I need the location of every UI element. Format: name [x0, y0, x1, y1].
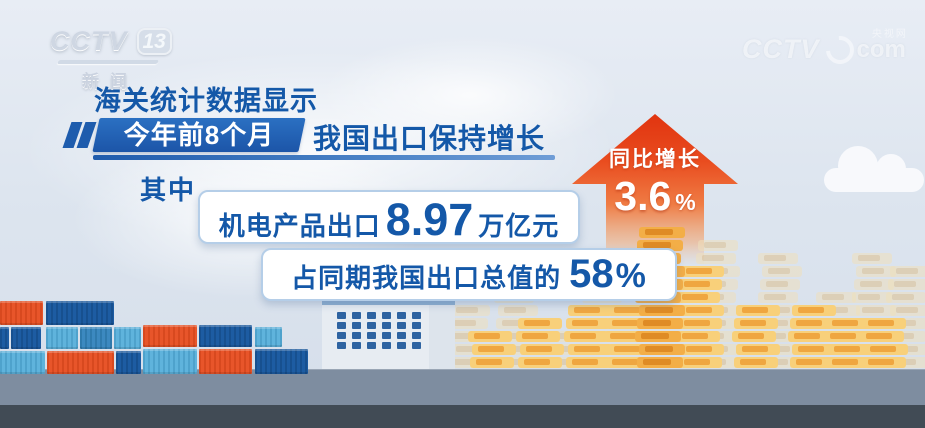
period-banner: 今年前8个月 — [92, 118, 306, 152]
container-light — [46, 327, 78, 349]
container-navy — [11, 327, 41, 349]
stat-prefix: 占同期我国出口总值的 — [291, 263, 562, 293]
growth-arrow-text: 同比增长 3.6 % — [573, 143, 737, 220]
container-navy — [0, 327, 9, 349]
window-icon — [382, 312, 391, 319]
container-orange — [0, 301, 43, 325]
coin-stacks-illustration — [446, 227, 925, 368]
container-blue — [80, 327, 112, 349]
channel-logo-brand: CCTV — [50, 26, 128, 56]
subheadline-underline — [93, 155, 555, 160]
container-orange — [47, 351, 114, 374]
period-banner-label: 今年前8个月 — [123, 120, 275, 150]
container-light — [114, 327, 141, 349]
window-icon — [382, 332, 391, 339]
window-icon — [337, 342, 346, 349]
site-watermark-suffix: com — [856, 35, 906, 63]
among-label: 其中 — [140, 175, 197, 205]
stat-suffix: 万亿元 — [478, 211, 560, 241]
site-watermark-brand: CCTV — [742, 34, 820, 64]
stat-box-exports-value: 机电产品出口 8.97 万亿元 — [198, 190, 580, 245]
window-icon — [367, 332, 376, 339]
road-footer — [0, 405, 925, 428]
window-icon — [337, 312, 346, 319]
stat-prefix: 机电产品出口 — [218, 211, 381, 241]
window-icon — [367, 322, 376, 329]
growth-unit: % — [675, 189, 696, 215]
window-icon — [397, 322, 406, 329]
window-icon — [397, 312, 406, 319]
channel-logo-subtitle: 新闻 — [82, 72, 138, 91]
building-wing — [429, 305, 455, 369]
site-watermark: 央视网 CCTV com — [742, 29, 906, 70]
window-icon — [352, 322, 361, 329]
window-icon — [412, 342, 421, 349]
window-icon — [382, 342, 391, 349]
subheadline-statement: 我国出口保持增长 — [313, 123, 546, 154]
window-icon — [367, 342, 376, 349]
cloud-icon — [824, 144, 925, 194]
container-navy — [46, 301, 114, 325]
window-icon — [367, 312, 376, 319]
window-icon — [412, 332, 421, 339]
channel-logo: CCTV 13 新闻 — [50, 26, 172, 92]
road — [0, 369, 925, 405]
window-icon — [397, 332, 406, 339]
stat-value: 8.97 — [385, 194, 474, 245]
container-light — [143, 349, 197, 374]
channel-logo-bar — [56, 60, 160, 64]
window-icon — [382, 322, 391, 329]
stat-value: 58 — [569, 252, 614, 296]
window-icon — [412, 312, 421, 319]
window-icon — [352, 342, 361, 349]
channel-logo-number: 13 — [136, 28, 172, 55]
growth-label: 同比增长 — [609, 148, 701, 171]
container-orange — [199, 349, 252, 374]
site-watermark-cn: 央视网 — [871, 29, 908, 40]
container-navy — [255, 349, 308, 374]
window-icon — [337, 332, 346, 339]
growth-value: 3.6 — [614, 173, 672, 219]
container-navy — [116, 351, 141, 374]
window-icon — [352, 312, 361, 319]
container-navy — [199, 325, 252, 347]
window-icon — [412, 322, 421, 329]
container-light — [0, 351, 45, 374]
window-icon — [397, 342, 406, 349]
site-watermark-ring-icon — [819, 29, 860, 70]
building-illustration — [322, 296, 455, 369]
window-icon — [337, 322, 346, 329]
stat-box-export-share: 占同期我国出口总值的 58 % — [261, 248, 677, 301]
container-orange — [143, 325, 197, 347]
window-icon — [352, 332, 361, 339]
stat-suffix: % — [615, 257, 647, 295]
container-light — [255, 327, 282, 347]
